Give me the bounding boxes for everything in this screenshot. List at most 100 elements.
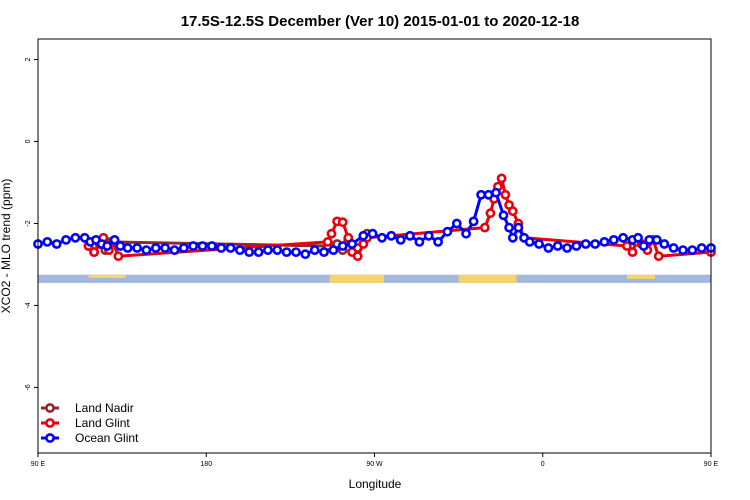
data-point bbox=[552, 241, 563, 251]
data-point bbox=[178, 243, 189, 253]
y-axis-label: XCO2 - MLO trend (ppm) bbox=[0, 179, 13, 314]
data-point bbox=[225, 243, 236, 253]
data-point bbox=[580, 239, 591, 249]
data-point bbox=[262, 245, 273, 255]
data-point bbox=[500, 189, 511, 200]
chart-title: 17.5S-12.5S December (Ver 10) 2015-01-01… bbox=[181, 13, 580, 30]
y-tick-label: -2 bbox=[25, 220, 32, 226]
x-axis: 90 E 180 90 W 0 90 E bbox=[31, 453, 719, 468]
data-point bbox=[442, 226, 453, 237]
data-point bbox=[61, 234, 71, 245]
data-point bbox=[141, 245, 152, 255]
data-point bbox=[479, 222, 490, 233]
data-point bbox=[496, 173, 507, 184]
legend-item-land-nadir: Land Nadir bbox=[41, 401, 134, 415]
data-point bbox=[638, 241, 649, 251]
data-point bbox=[498, 210, 509, 221]
data-point bbox=[197, 241, 208, 251]
data-point bbox=[89, 247, 99, 257]
x-tick-label: 180 bbox=[200, 461, 212, 468]
data-point bbox=[115, 241, 126, 251]
data-point bbox=[461, 228, 471, 239]
legend-label: Land Nadir bbox=[75, 401, 134, 415]
data-point bbox=[281, 247, 292, 257]
data-point bbox=[491, 187, 501, 198]
data-point bbox=[319, 247, 329, 257]
data-point bbox=[651, 234, 662, 245]
data-point bbox=[633, 232, 643, 243]
data-point bbox=[169, 245, 180, 255]
data-point bbox=[590, 239, 600, 249]
data-point bbox=[253, 247, 264, 257]
data-point bbox=[216, 243, 227, 253]
data-point bbox=[70, 232, 81, 243]
data-point bbox=[618, 232, 628, 243]
data-point bbox=[132, 243, 142, 253]
land-region-1 bbox=[329, 274, 384, 283]
data-point bbox=[524, 236, 535, 247]
y-tick-label: -4 bbox=[25, 302, 32, 308]
data-point bbox=[309, 245, 320, 255]
x-tick-label: 0 bbox=[541, 461, 545, 468]
data-point bbox=[433, 236, 443, 247]
data-point bbox=[386, 230, 397, 241]
legend-marker bbox=[45, 418, 55, 428]
data-point bbox=[513, 222, 524, 233]
data-point bbox=[347, 239, 357, 249]
y-tick-label: 2 bbox=[25, 57, 32, 61]
data-point bbox=[543, 243, 554, 253]
legend-marker bbox=[45, 433, 55, 443]
data-point bbox=[322, 236, 333, 247]
data-point bbox=[507, 232, 518, 243]
data-point bbox=[150, 243, 161, 253]
legend-label: Ocean Glint bbox=[75, 431, 139, 445]
data-point bbox=[423, 230, 434, 241]
data-point bbox=[599, 236, 610, 247]
data-point bbox=[188, 241, 199, 251]
data-point bbox=[244, 247, 255, 257]
data-point bbox=[337, 241, 348, 251]
series-ocean-glint bbox=[33, 187, 716, 260]
land-region-2 bbox=[458, 274, 517, 283]
data-point bbox=[678, 245, 688, 255]
data-point bbox=[377, 232, 387, 243]
data-point bbox=[51, 239, 62, 249]
data-point bbox=[234, 245, 245, 255]
data-point bbox=[291, 247, 301, 257]
data-point bbox=[653, 251, 664, 262]
data-point bbox=[504, 222, 514, 233]
data-point bbox=[483, 189, 494, 200]
data-point bbox=[113, 251, 124, 262]
data-point bbox=[414, 236, 425, 247]
data-point bbox=[562, 243, 572, 253]
data-point bbox=[468, 216, 479, 227]
legend-item-land-glint: Land Glint bbox=[41, 416, 130, 430]
data-point bbox=[571, 241, 582, 251]
data-point bbox=[102, 241, 113, 251]
series-line-land-glint bbox=[87, 176, 712, 258]
data-point bbox=[668, 243, 679, 253]
x-tick-label: 90 E bbox=[31, 461, 46, 468]
data-point bbox=[534, 239, 544, 249]
legend-item-ocean-glint: Ocean Glint bbox=[41, 431, 139, 445]
data-point bbox=[622, 241, 632, 251]
x-axis-label: Longitude bbox=[349, 477, 402, 491]
data-point bbox=[608, 234, 619, 245]
legend-label: Land Glint bbox=[75, 416, 130, 430]
data-point bbox=[358, 230, 369, 241]
data-point bbox=[337, 217, 348, 228]
data-point bbox=[206, 241, 217, 251]
data-point bbox=[300, 249, 311, 260]
data-point bbox=[696, 243, 707, 253]
data-point bbox=[122, 243, 133, 253]
legend-marker bbox=[45, 403, 55, 413]
data-point bbox=[659, 239, 670, 249]
x-tick-label: 90 W bbox=[366, 461, 383, 468]
data-point bbox=[352, 251, 363, 262]
data-point bbox=[627, 247, 638, 257]
data-point bbox=[42, 236, 53, 247]
data-point bbox=[485, 208, 496, 219]
land-ocean-band bbox=[38, 274, 711, 283]
